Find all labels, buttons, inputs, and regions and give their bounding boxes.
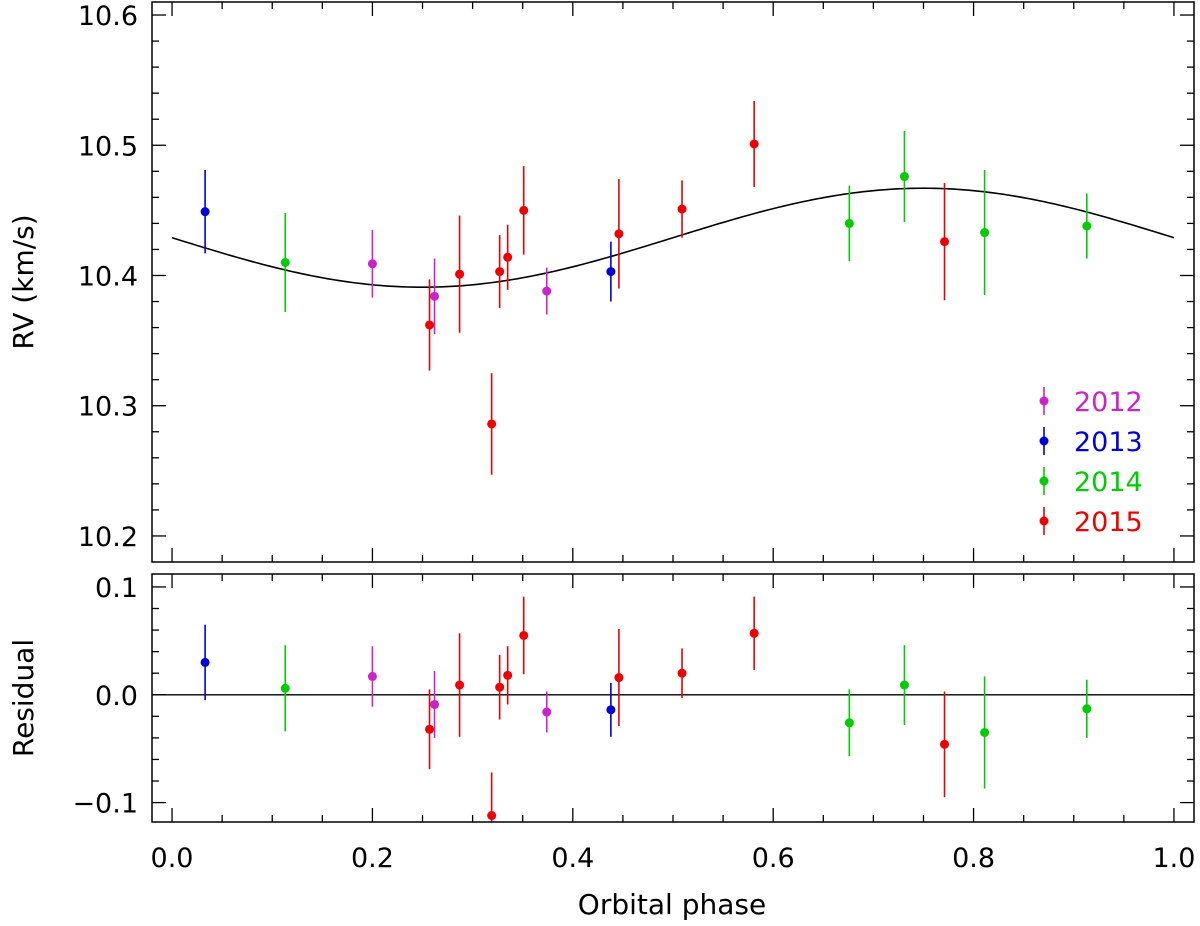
residual-point-2014 [280,683,290,693]
rv-point-2015 [495,267,505,277]
residual-point-2015 [455,680,465,690]
residual-point-2015 [749,628,759,638]
residual-panel: 0.0 0.2 0.4 0.6 0.8 1.0 −0.1 0.0 0.1 Residual Or… [7,573,1195,921]
legend: 2012 2013 2014 2015 [1039,387,1143,538]
residual-point-2015 [677,668,687,678]
rv-panel: 10.210.310.410.510.6 RV (km/s) 201220132… [7,1,1195,563]
rv-point-2013 [200,207,210,217]
residual-point-2012 [430,699,440,709]
x-axis-label: Orbital phase [578,888,766,921]
rv-point-2015 [455,269,465,279]
x-tick-label: 0.6 [752,843,795,874]
residual-point-2015 [487,811,497,821]
rv-y-tick-label: 10.5 [78,131,138,162]
residual-panel-frame [151,573,1195,823]
residual-point-2015 [519,630,529,640]
rv-plot-area [171,100,1175,475]
rv-point-2015 [940,237,950,247]
legend-label-2014: 2014 [1074,467,1143,498]
rv-point-2014 [844,218,854,228]
rv-point-2014 [980,228,990,238]
residual-y-axis-label: Residual [7,639,40,757]
legend-marker-2013 [1039,436,1049,446]
residual-axis-ticks: 0.0 0.2 0.4 0.6 0.8 1.0 −0.1 0.0 0.1 [72,573,1195,874]
residual-point-2014 [980,728,990,738]
x-tick-label: 0.0 [151,843,194,874]
rv-y-tick-label: 10.4 [78,261,138,292]
rv-point-2015 [425,320,435,330]
residual-point-2012 [367,671,377,681]
residual-point-2012 [542,707,552,717]
legend-label-2012: 2012 [1074,387,1143,418]
rv-point-2012 [430,291,440,301]
legend-marker-2014 [1039,476,1049,486]
residual-point-2013 [606,705,616,715]
rv-point-2012 [542,286,552,296]
rv-point-2015 [749,139,759,149]
legend-marker-2015 [1039,516,1049,526]
orbit-model-curve [171,187,1175,289]
residual-y-tick-label: 0.1 [95,573,138,604]
rv-point-2015 [503,252,513,262]
rv-point-2014 [899,172,909,182]
rv-point-2015 [519,205,529,215]
x-tick-label: 0.8 [952,843,995,874]
x-tick-label: 1.0 [1152,843,1195,874]
legend-label-2015: 2015 [1074,507,1143,538]
residual-point-2015 [614,673,624,683]
x-tick-label: 0.2 [351,843,394,874]
residual-plot-area [152,596,1194,822]
residual-point-2015 [495,682,505,692]
rv-y-tick-label: 10.3 [78,392,138,423]
rv-point-2014 [280,257,290,267]
residual-point-2015 [940,739,950,749]
x-tick-label: 0.4 [551,843,594,874]
rv-point-2015 [487,419,497,429]
rv-y-axis-label: RV (km/s) [7,214,40,349]
residual-y-tick-label: −0.1 [72,789,138,820]
rv-point-2012 [367,259,377,269]
rv-y-tick-label: 10.6 [78,1,138,32]
legend-label-2013: 2013 [1074,427,1143,458]
rv-axis-ticks: 10.2 10.3 10.4 10.5 10.6 [78,1,1194,562]
rv-point-2014 [1082,221,1092,231]
rv-y-tick-label: 10.2 [78,522,138,553]
residual-y-tick-label: 0.0 [95,681,138,712]
rv-panel-frame [151,1,1195,563]
residual-point-2014 [899,680,909,690]
legend-marker-2012 [1039,396,1049,406]
residual-point-2015 [425,724,435,734]
residual-point-2015 [503,670,513,680]
residual-point-2014 [844,718,854,728]
rv-point-2015 [614,229,624,239]
rv-point-2013 [606,267,616,277]
residual-point-2013 [200,657,210,667]
rv-point-2015 [677,204,687,214]
residual-point-2014 [1082,704,1092,714]
